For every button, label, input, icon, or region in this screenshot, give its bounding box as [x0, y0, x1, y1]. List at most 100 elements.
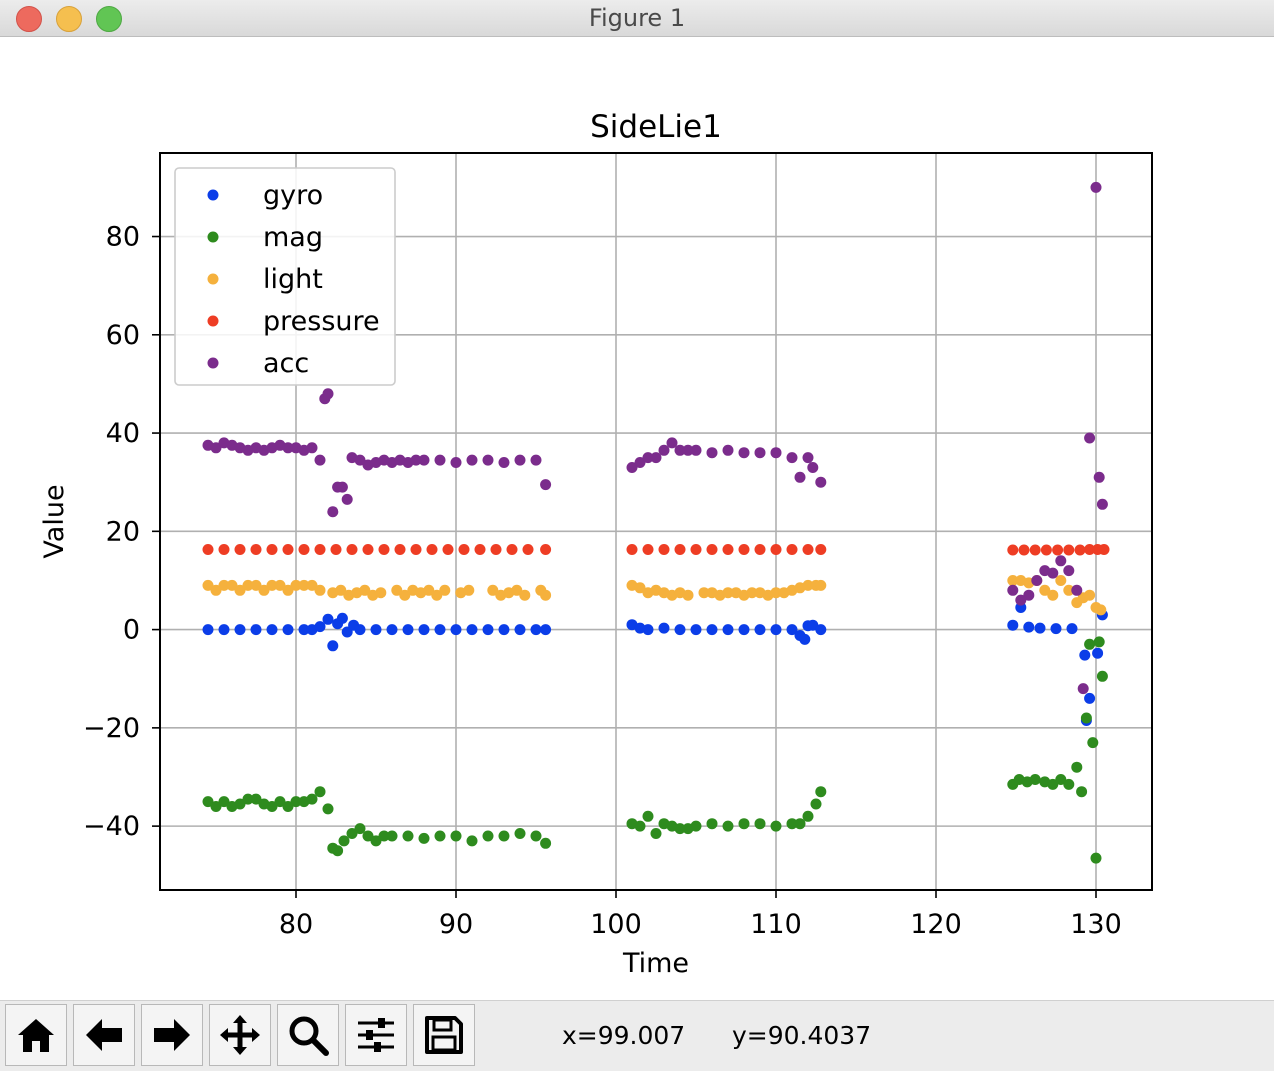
pressure-point — [674, 544, 686, 555]
mag-point — [266, 801, 278, 812]
light-point — [250, 579, 262, 591]
mag-point — [498, 830, 510, 842]
mag-point — [386, 830, 398, 842]
close-window-button[interactable] — [16, 6, 42, 32]
light-point — [226, 579, 238, 591]
mag-point — [354, 823, 366, 835]
acc-point — [1063, 565, 1075, 577]
legend-label-acc: acc — [263, 348, 309, 379]
light-point — [423, 584, 435, 596]
gyro-point — [450, 624, 462, 636]
light-point — [1039, 584, 1051, 596]
acc-point — [410, 454, 422, 466]
mag-point — [794, 818, 806, 830]
light-point — [282, 584, 294, 596]
maximize-window-button[interactable] — [96, 6, 122, 32]
acc-point — [466, 454, 478, 466]
acc-point — [314, 454, 326, 466]
acc-point — [706, 447, 718, 459]
acc-point — [322, 388, 334, 400]
mag-point — [314, 786, 326, 798]
light-point — [314, 584, 326, 596]
light-point — [242, 579, 254, 591]
gyro-point — [1084, 692, 1096, 704]
acc-point — [1071, 584, 1083, 596]
acc-point — [1023, 589, 1035, 601]
gyro-point — [418, 624, 430, 636]
acc-point — [1007, 584, 1019, 596]
mag-point — [706, 818, 718, 830]
gyro-point — [386, 624, 398, 636]
light-point — [698, 587, 710, 599]
gyro-point — [706, 624, 718, 636]
mag-point — [1096, 670, 1108, 682]
light-point — [634, 582, 646, 594]
gyro-point — [738, 624, 750, 636]
acc-point — [802, 452, 814, 464]
back-button[interactable] — [73, 1004, 135, 1066]
x-axis-label: Time — [622, 948, 689, 979]
pressure-point — [458, 544, 470, 555]
light-point — [202, 579, 214, 591]
legend-marker-light — [207, 273, 219, 285]
light-point — [463, 584, 475, 596]
pressure-point — [1052, 544, 1064, 556]
gyro-point — [1023, 621, 1035, 633]
mag-point — [802, 810, 814, 822]
pressure-point — [642, 544, 654, 555]
gyro-point — [1034, 622, 1046, 634]
light-point — [1063, 584, 1075, 596]
forward-button[interactable] — [141, 1004, 203, 1066]
gyro-point — [250, 624, 262, 636]
gyro-point — [234, 624, 246, 636]
mag-point — [786, 818, 798, 830]
acc-point — [754, 447, 766, 459]
light-point — [746, 587, 758, 599]
light-point — [210, 584, 222, 596]
home-button[interactable] — [5, 1004, 67, 1066]
pressure-point — [658, 544, 670, 555]
acc-point — [634, 457, 646, 468]
pressure-point — [1098, 544, 1110, 555]
gyro-point — [202, 624, 214, 636]
light-point — [1047, 589, 1059, 601]
x-tick-label: 120 — [910, 909, 962, 940]
scatter-chart[interactable]: 80 90 100 110 120 130 −40 −20 0 20 40 60 80 SideLie1 T… — [0, 37, 1274, 999]
gyro-point — [314, 621, 326, 633]
legend-marker-pressure — [207, 315, 219, 327]
acc-point — [794, 471, 806, 483]
window-titlebar: Figure 1 — [0, 0, 1274, 37]
legend-label-mag: mag — [263, 222, 323, 253]
pan-button[interactable] — [209, 1004, 271, 1066]
gyro-point — [799, 633, 811, 645]
light-point — [234, 584, 246, 596]
mag-point — [306, 793, 318, 805]
light-point — [511, 584, 523, 596]
mag-point — [434, 830, 446, 842]
configure-subplots-button[interactable] — [345, 1004, 407, 1066]
pressure-point — [786, 544, 798, 555]
legend-label-light: light — [263, 264, 323, 295]
mag-point — [202, 796, 214, 808]
mag-point — [634, 820, 646, 832]
save-button[interactable] — [413, 1004, 475, 1066]
minimize-window-button[interactable] — [56, 6, 82, 32]
gyro-point — [402, 624, 414, 636]
acc-point — [327, 506, 339, 518]
light-point — [1007, 575, 1019, 586]
acc-point — [682, 444, 694, 456]
y-tick-label: 60 — [106, 320, 140, 351]
gyro-point — [1050, 623, 1062, 635]
acc-point — [1015, 594, 1027, 606]
chart-title: SideLie1 — [590, 109, 722, 145]
pressure-point — [506, 544, 518, 555]
zoom-button[interactable] — [277, 1004, 339, 1066]
x-tick-label: 100 — [590, 909, 642, 940]
light-point — [431, 589, 443, 601]
mag-point — [1055, 774, 1067, 785]
window-title: Figure 1 — [588, 4, 686, 32]
gyro-point — [482, 624, 494, 636]
mag-point — [1080, 712, 1092, 724]
pressure-point — [378, 544, 390, 555]
pressure-point — [738, 544, 750, 555]
